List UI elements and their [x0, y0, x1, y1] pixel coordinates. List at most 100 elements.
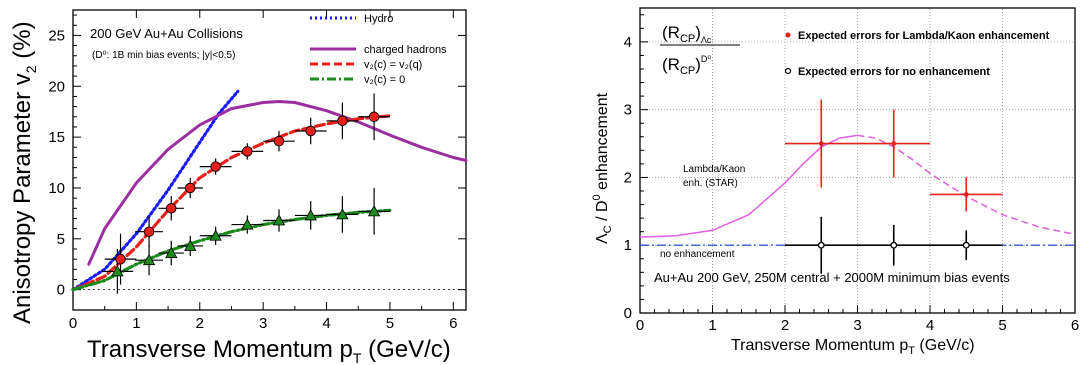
green-triangle-point — [142, 253, 156, 266]
green-triangle-point — [336, 208, 349, 220]
left-y-tick-label: 5 — [57, 231, 65, 248]
right-x-tick-label: 0 — [636, 317, 644, 334]
left-x-tick-label: 3 — [259, 315, 267, 332]
ratio-numerator-main: (R — [662, 23, 680, 42]
left-series-group — [71, 89, 468, 292]
right-y-tick-label: 4 — [624, 34, 632, 51]
left-x-tick-label: 2 — [196, 315, 204, 332]
right-x-tick-label: 2 — [781, 317, 789, 334]
red-circle-point — [210, 161, 221, 172]
left-chart-subtitle: (D⁰: 1B min bias events; |y|<0.5) — [92, 50, 235, 61]
right-x-axis-title-unit: (GeV/c) — [915, 337, 975, 354]
right-x-tick-label: 6 — [1071, 317, 1079, 334]
left-x-axis-title-sub: T — [353, 350, 362, 365]
right-x-axis-title-sub: T — [908, 345, 915, 357]
legend-red-label: v₂(c) = v₂(q) — [364, 59, 422, 71]
no-enh-point — [962, 241, 970, 249]
red-circle-point — [115, 253, 126, 265]
red-circle-point — [143, 226, 155, 237]
left-legend: Hydro charged hadrons v₂(c) = v₂(q) v₂(c… — [310, 13, 447, 86]
right-y-axis-title-sub: C — [602, 225, 614, 233]
left-x-axis-title-main: Transverse Momentum p — [87, 336, 353, 363]
ratio-numerator: (RCP)Λc — [662, 23, 712, 45]
right-axis-ticks: 0 1 2 3 4 5 6 0 1 2 3 4 — [624, 14, 1079, 334]
lambda-kaon-curve-dashed — [857, 134, 1076, 236]
legend-lambda-kaon-marker — [785, 32, 791, 38]
right-y-axis-title: ΛC / D0 enhancement — [591, 92, 614, 244]
ratio-numerator-sub2: Λc — [701, 35, 712, 45]
right-y-axis-title-mid: / D — [594, 200, 611, 225]
legend-green-label: v₂(c) = 0 — [364, 74, 405, 86]
annotation-lambda-kaon: Lambda/Kaon — [683, 164, 745, 175]
legend-no-enh-marker — [784, 67, 792, 75]
ratio-denominator-rest: ) — [695, 55, 701, 74]
ratio-numerator-sub: CP — [680, 33, 695, 45]
left-x-axis-title-unit: (GeV/c) — [361, 336, 450, 363]
green-triangle-point — [209, 229, 222, 241]
left-y-axis-title-sub: 2 — [23, 65, 39, 73]
right-ratio-title: (RCP)Λc (RCP)D⁰ — [660, 23, 740, 77]
left-x-axis-title: Transverse Momentum pT (GeV/c) — [87, 336, 451, 365]
lambda-kaon-point — [818, 141, 824, 146]
green-triangle-point — [304, 209, 317, 221]
ratio-denominator-sub: CP — [680, 65, 695, 77]
left-y-tick-label: 10 — [48, 180, 65, 197]
left-y-axis-title-unit: (%) — [9, 21, 36, 65]
left-x-tick-label: 5 — [386, 315, 394, 332]
left-y-tick-label: 15 — [48, 129, 65, 146]
green-triangle-point — [184, 239, 197, 251]
annotation-caption: Au+Au 200 GeV, 250M central + 2000M mini… — [654, 270, 1010, 285]
legend-hydro-label: Hydro — [364, 13, 393, 25]
right-y-axis-title-unit: enhancement — [594, 92, 611, 194]
left-y-tick-label: 20 — [48, 78, 65, 95]
right-y-axis-title-main: Λ — [594, 233, 611, 244]
left-points-group — [101, 93, 390, 294]
left-chart-title: 200 GeV Au+Au Collisions — [90, 26, 243, 41]
right-y-tick-label: 0 — [624, 305, 632, 322]
left-x-tick-label: 4 — [322, 315, 330, 332]
legend-no-enh-label: Expected errors for no enhancement — [798, 66, 990, 78]
legend-lambda-kaon-label: Expected errors for Lambda/Kaon enhancem… — [798, 30, 1050, 42]
no-enh-point — [817, 241, 825, 249]
right-y-tick-label: 3 — [624, 102, 632, 119]
left-y-axis-title-main: Anisotropy Parameter v — [9, 73, 36, 324]
annotation-star: enh. (STAR) — [683, 178, 738, 189]
right-x-axis-title-main: Transverse Momentum p — [731, 337, 908, 354]
v2-equal-line — [71, 114, 392, 292]
green-triangle-point — [165, 246, 178, 258]
no-enh-point — [890, 241, 898, 249]
left-y-tick-label: 0 — [57, 282, 65, 299]
left-x-tick-label: 6 — [449, 315, 457, 332]
lambda-kaon-point — [963, 191, 969, 197]
ratio-numerator-rest: ) — [695, 23, 701, 42]
green-triangle-point — [367, 205, 381, 217]
red-circle-point — [337, 115, 348, 127]
right-x-tick-label: 1 — [708, 317, 716, 334]
red-circle-point — [368, 111, 380, 123]
red-circle-point — [273, 135, 285, 147]
right-y-tick-label: 2 — [624, 169, 632, 186]
red-circle-point — [242, 146, 253, 157]
right-x-tick-label: 5 — [998, 317, 1006, 334]
legend-charged-label: charged hadrons — [364, 44, 447, 56]
annotation-no-enhancement: no enhancement — [660, 249, 735, 260]
green-triangle-point — [241, 218, 254, 230]
charged-hadrons-line — [87, 100, 468, 266]
left-x-tick-label: 1 — [132, 315, 140, 332]
ratio-denominator-main: (R — [662, 55, 680, 74]
left-y-axis-title: Anisotropy Parameter v2 (%) — [9, 21, 39, 324]
right-y-axis-title-sup: 0 — [591, 194, 603, 200]
lambda-kaon-curve-solid — [639, 134, 858, 238]
red-circle-point — [165, 203, 177, 214]
left-x-tick-label: 0 — [69, 315, 77, 332]
ratio-denominator: (RCP)D⁰ — [662, 54, 711, 77]
right-points-group — [785, 99, 1003, 274]
left-chart: 0 1 2 3 4 5 6 0 5 10 15 20 25 200 GeV Au+Au Collisio… — [9, 9, 468, 365]
green-triangle-point — [272, 214, 286, 226]
red-circle-point — [185, 182, 196, 194]
green-triangle-point — [111, 265, 124, 277]
right-x-tick-label: 3 — [853, 317, 861, 334]
right-y-tick-label: 1 — [624, 237, 632, 254]
right-x-axis-title: Transverse Momentum pT (GeV/c) — [731, 337, 975, 357]
